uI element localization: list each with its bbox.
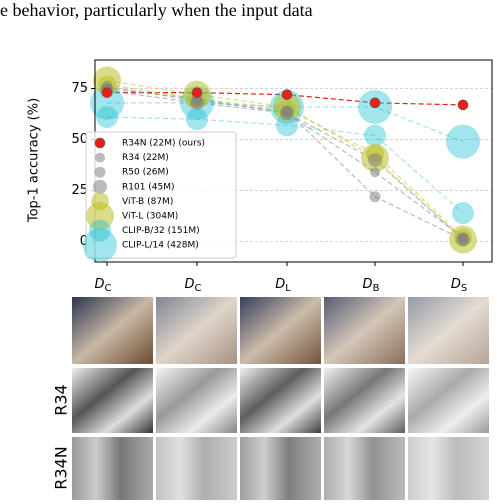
data-point — [191, 87, 203, 98]
data-point — [370, 167, 380, 178]
thumbnail — [156, 437, 237, 500]
series-line — [106, 87, 464, 238]
thumbnail — [408, 368, 489, 433]
legend-marker — [95, 152, 105, 163]
thumbnail — [156, 297, 237, 364]
data-point — [281, 89, 293, 100]
data-point — [90, 85, 124, 120]
data-point — [369, 191, 381, 203]
thumbnail — [72, 437, 153, 500]
y-axis-label: Top-1 accuracy (%) — [27, 98, 42, 223]
series-line — [106, 83, 464, 238]
data-point — [446, 124, 480, 159]
data-point — [282, 108, 292, 119]
thumbnail — [408, 297, 489, 364]
y-tick-label: 0 — [80, 234, 88, 249]
legend-label: ViT-B (87M) — [122, 197, 173, 207]
thumbnail — [72, 368, 153, 433]
legend-label: R101 (45M) — [122, 182, 175, 192]
series-line — [106, 85, 464, 241]
legend-label: ViT-L (304M) — [122, 212, 178, 222]
header-text: e behavior, particularly when the input … — [0, 0, 313, 20]
legend-label: R34 (22M) — [122, 153, 169, 163]
series-line — [106, 90, 464, 241]
y-tick-label: 75 — [71, 81, 88, 96]
x-tick-label: DC — [185, 277, 202, 295]
series-line — [106, 116, 464, 214]
thumbnail — [324, 437, 405, 500]
series-line — [106, 79, 464, 240]
legend-marker — [94, 137, 106, 149]
data-point — [101, 87, 113, 98]
row-label: R34N — [52, 446, 71, 489]
thumbnail — [156, 368, 237, 433]
legend-label: CLIP-B/32 (151M) — [122, 226, 200, 236]
legend-label: R34N (22M) (ours) — [122, 139, 205, 149]
legend-label: R50 (26M) — [122, 168, 169, 178]
legend-marker — [83, 228, 117, 263]
y-tick-label: 25 — [71, 183, 88, 198]
data-point — [186, 108, 208, 131]
image-grid: R34 R34N — [52, 297, 489, 500]
thumbnail — [240, 368, 321, 433]
x-tick-label: DS — [451, 277, 467, 295]
thumbnail — [408, 437, 489, 500]
data-point — [452, 202, 474, 225]
x-tick-label: DL — [275, 277, 291, 295]
data-point — [96, 106, 118, 129]
legend-marker — [94, 166, 106, 178]
thumbnail — [324, 368, 405, 433]
data-point — [458, 232, 468, 243]
data-point — [368, 152, 382, 167]
data-point — [369, 97, 381, 109]
legend-marker — [89, 219, 111, 242]
legend-marker — [86, 202, 114, 230]
row-label: R34 — [52, 384, 71, 415]
thumbnail — [240, 437, 321, 500]
data-point — [457, 99, 469, 111]
legend-box — [85, 131, 237, 259]
thumbnail — [324, 297, 405, 364]
legend-label: CLIP-L/14 (428M) — [122, 241, 199, 251]
x-tick-label: DC — [95, 277, 112, 295]
thumbnail — [240, 297, 321, 364]
y-tick-label: 50 — [71, 132, 88, 147]
data-point — [364, 124, 386, 147]
thumbnail — [72, 297, 153, 364]
legend-marker — [93, 179, 107, 194]
x-tick-label: DB — [363, 277, 380, 295]
